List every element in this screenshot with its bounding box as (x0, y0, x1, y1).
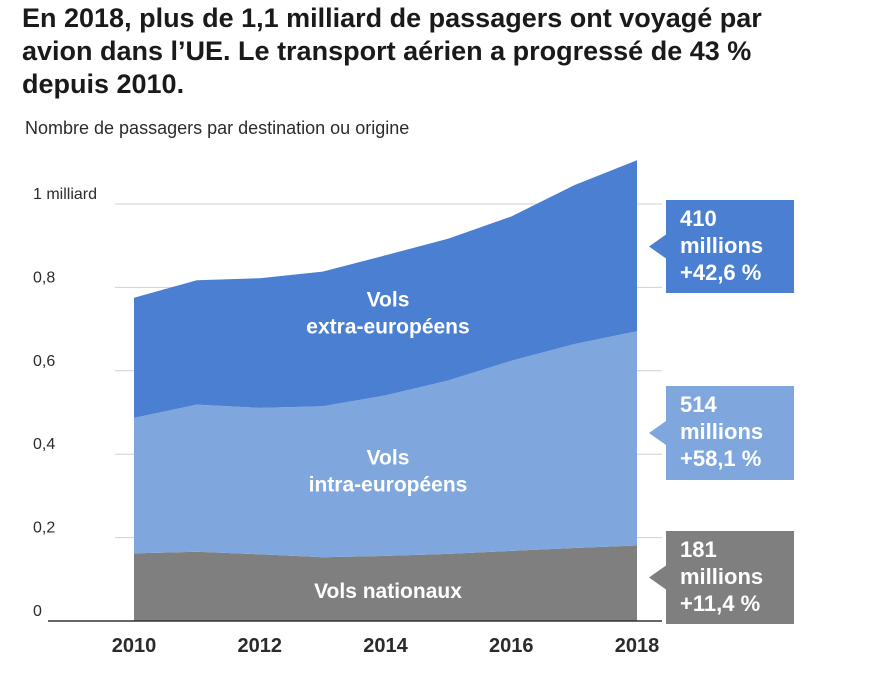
annotation-text: 514 (680, 392, 717, 417)
y-tick-label: 0,6 (33, 353, 55, 370)
y-tick-label: 0 (33, 603, 42, 620)
y-tick-label: 1 milliard (33, 186, 97, 203)
y-tick-label: 0,2 (33, 520, 55, 537)
x-tick-label: 2016 (489, 635, 534, 657)
y-tick-label: 0,4 (33, 436, 55, 453)
annotation-callout-shape (649, 531, 794, 624)
series-label: Vols (367, 447, 410, 470)
x-tick-label: 2012 (238, 635, 283, 657)
x-tick-label: 2014 (363, 635, 408, 657)
x-tick-label: 2010 (112, 635, 157, 657)
series-label: Vols nationaux (314, 580, 462, 603)
annotation-text: millions (680, 564, 763, 589)
chart-title: En 2018, plus de 1,1 milliard de passage… (22, 3, 762, 99)
x-tick-label: 2018 (615, 635, 660, 657)
series-label: Vols (367, 289, 410, 312)
area-2-vols-extra-europ-ens (134, 160, 637, 418)
annotation-callout-shape (649, 386, 794, 480)
chart-subtitle: Nombre de passagers par destination ou o… (25, 118, 410, 138)
area-0-vols-nationaux (134, 545, 637, 621)
annotation-callout-shape (649, 200, 794, 293)
annotation-text: +42,6 % (680, 260, 761, 285)
series-label: intra-européens (309, 474, 468, 497)
annotation-text: 410 (680, 206, 717, 231)
annotation-text: 181 (680, 537, 717, 562)
annotation-text: millions (680, 233, 763, 258)
series-label: extra-européens (306, 316, 469, 339)
annotation-text: millions (680, 419, 763, 444)
annotation-text: +11,4 % (680, 591, 760, 616)
area-1-vols-intra-europ-ens (134, 331, 637, 558)
annotation-text: +58,1 % (680, 446, 761, 471)
y-tick-label: 0,8 (33, 269, 55, 286)
